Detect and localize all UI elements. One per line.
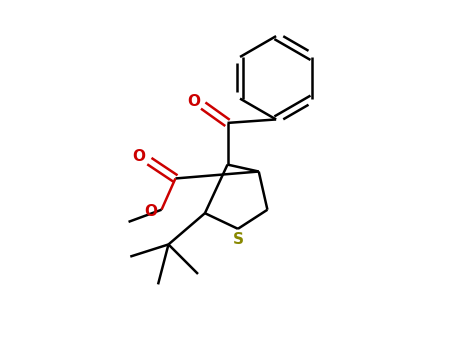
Text: S: S [233,232,243,247]
Text: O: O [132,149,146,164]
Text: O: O [144,204,157,219]
Text: O: O [187,94,200,109]
